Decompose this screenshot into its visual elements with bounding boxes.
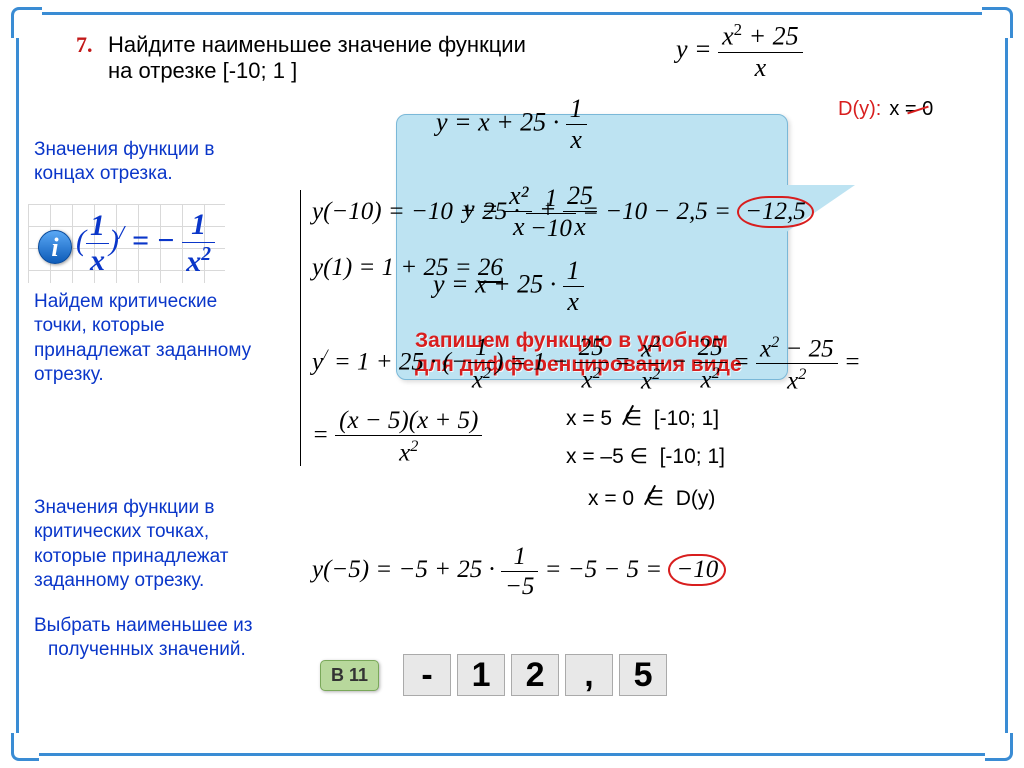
answer-cell-3: 2: [511, 654, 559, 696]
answer-cell-5: 5: [619, 654, 667, 696]
domain-label: D(y): x = 0: [838, 98, 933, 121]
left-text-4: Выбрать наименьшее из: [34, 614, 252, 638]
left-text-5: полученных значений.: [48, 638, 246, 662]
critical-point-2: x = –5 ∈ [-10; 1]: [566, 444, 725, 469]
left-text-1: Значения функции в концах отрезка.: [34, 138, 274, 187]
vertical-divider: [300, 190, 301, 466]
calc-y-minus10: y(−10) = −10 + 25 · 1−10 = −10 − 2,5 = −…: [312, 186, 814, 241]
problem-text: Найдите наименьшее значение функции на о…: [108, 32, 526, 84]
calc-y-minus5: y(−5) = −5 + 25 · 1−5 = −5 − 5 = −10: [312, 544, 726, 599]
answer-bar: В 11 - 1 2 , 5: [320, 654, 667, 696]
main-function: y = x2 + 25x: [676, 22, 803, 81]
content-area: y = x²x + 25x y = x + 25 · 1x Запишем фу…: [28, 26, 996, 742]
answer-circle-2: −10: [668, 554, 726, 586]
answer-cell-4: ,: [565, 654, 613, 696]
answer-label: В 11: [320, 660, 379, 691]
critical-point-3: x = 0 ∈ D(y): [588, 486, 715, 511]
left-text-3: Значения функции в критических точках, к…: [34, 496, 284, 593]
info-icon: i: [38, 230, 72, 264]
calc-yprime: y/ = 1 + 25 · (−1x2) = 1 − 25x2 = x2x2 −…: [312, 334, 861, 394]
answer-circle-1: −12,5: [737, 196, 814, 228]
rewrite-1: y = x + 25 · 1x: [436, 96, 587, 153]
reference-derivative: i (1x)/ = − 1x2: [28, 204, 225, 283]
answer-cell-2: 1: [457, 654, 505, 696]
problem-number: 7.: [76, 32, 93, 58]
calc-y-1: y(1) = 1 + 25 = 26: [312, 254, 503, 282]
left-text-2: Найдем критические точки, которые принад…: [34, 290, 274, 387]
answer-cell-1: -: [403, 654, 451, 696]
calc-factored: = (x − 5)(x + 5)x2: [312, 408, 482, 465]
critical-point-1: x = 5 ∈ [-10; 1]: [566, 406, 719, 431]
